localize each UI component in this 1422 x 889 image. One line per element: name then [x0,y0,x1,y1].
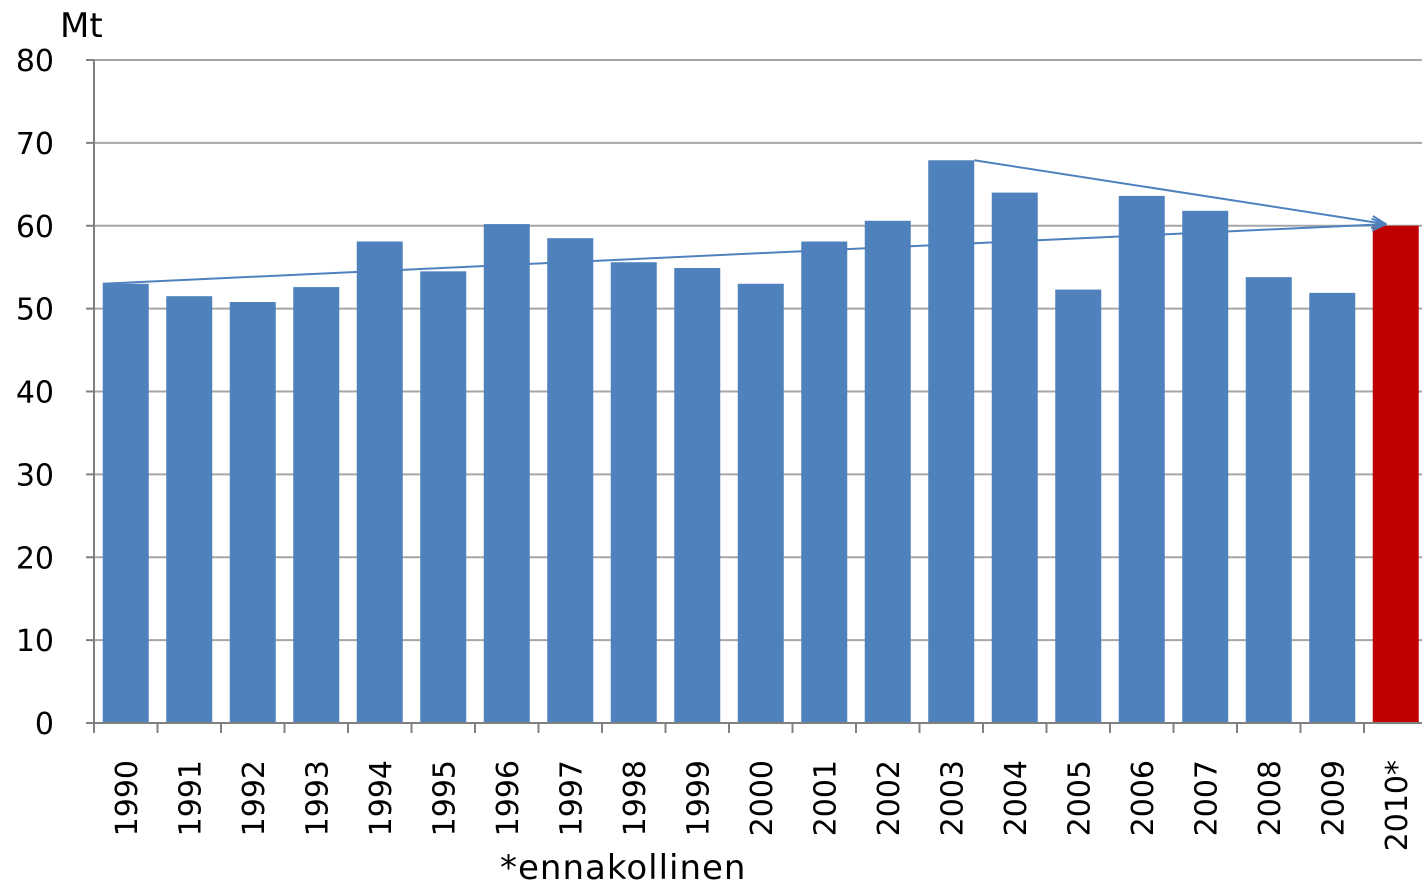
bar-2008 [1245,277,1292,723]
x-tick-label-2009: 2009 [1316,760,1351,836]
x-tick-label-1992: 1992 [237,760,272,836]
bar-1990 [102,283,149,723]
bar-2009 [1309,292,1356,723]
x-tick-label-1997: 1997 [554,760,589,836]
bar-2000 [737,283,784,723]
footnote: *ennakollinen [500,848,747,888]
y-tick-label: 70 [16,127,54,162]
bar-1992 [229,301,276,723]
x-tick-label-1994: 1994 [364,760,399,836]
y-tick-label: 40 [16,376,54,411]
x-tick-label-1991: 1991 [173,760,208,836]
bar-1999 [674,268,721,723]
x-tick-label-2005: 2005 [1062,760,1097,836]
bar-2002 [864,220,911,723]
bar-1996 [483,224,530,723]
x-tick-label-1993: 1993 [300,760,335,836]
x-tick-label-2001: 2001 [808,760,843,836]
bar-2006 [1118,195,1165,724]
bar-1998 [610,262,657,723]
bar-1995 [420,271,467,723]
x-tick-label-1999: 1999 [681,760,716,836]
bar-2007 [1182,210,1229,723]
y-tick-label: 20 [16,541,54,576]
y-tick-label: 60 [16,210,54,245]
x-tick-label-2004: 2004 [999,760,1034,836]
x-tick-label-2003: 2003 [935,760,970,836]
y-tick-label: 0 [35,707,54,742]
bar-2010* [1372,225,1419,723]
bar-2004 [991,192,1038,724]
bar-1997 [547,238,594,723]
y-tick-label: 30 [16,458,54,493]
bar-1994 [356,241,403,723]
x-tick-label-1990: 1990 [110,760,145,836]
x-tick-label-2007: 2007 [1189,760,1224,836]
trend-arrow-2003 [974,159,1386,224]
x-tick-label-2006: 2006 [1126,760,1161,836]
x-tick-label-2002: 2002 [872,760,907,836]
bar-1993 [293,287,340,723]
x-tick-label-1998: 1998 [618,760,653,836]
trend-arrow-1990 [102,224,1386,285]
x-tick-label-1996: 1996 [491,760,526,836]
y-tick-label: 50 [16,293,54,328]
bar-1991 [166,296,213,723]
y-axis-unit-label: Mt [60,6,103,46]
x-tick-label-2010*: 2010* [1380,760,1415,851]
x-tick-label-2008: 2008 [1253,760,1288,836]
x-tick-label-1995: 1995 [427,760,462,836]
x-tick-label-2000: 2000 [745,760,780,836]
bar-2005 [1055,289,1102,723]
y-tick-label: 80 [16,44,54,79]
bar-2003 [928,160,975,723]
y-tick-label: 10 [16,624,54,659]
bar-2001 [801,241,848,723]
